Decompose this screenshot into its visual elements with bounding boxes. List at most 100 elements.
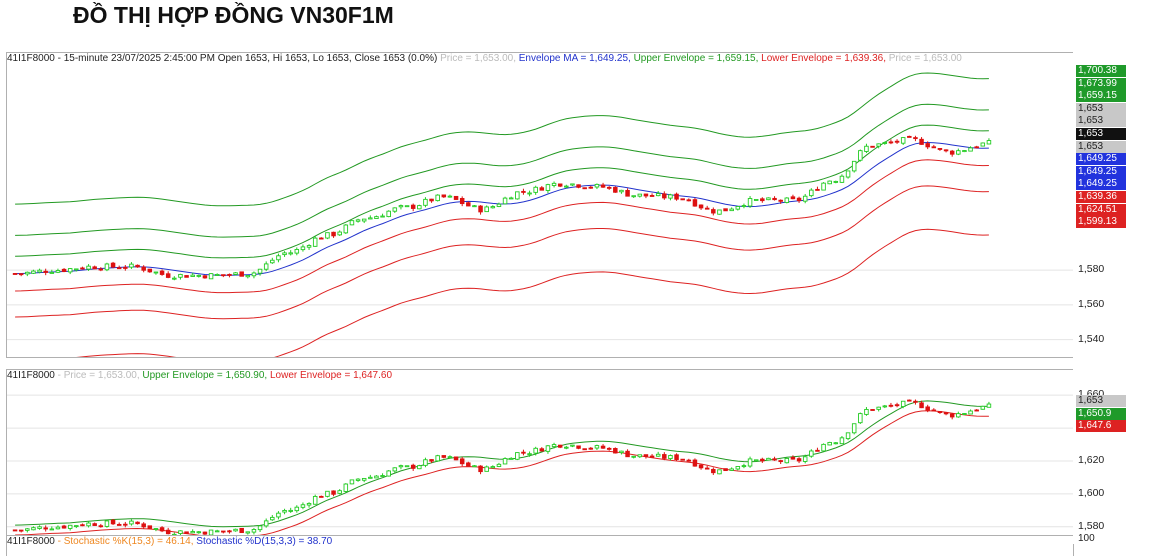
main-price-tag: 1,653 (1076, 140, 1126, 153)
second-candle-body (876, 406, 881, 410)
main-candle-body (931, 146, 937, 149)
main-candle-body (196, 274, 202, 277)
second-candle-body (827, 441, 832, 446)
main-price-tag: 1,649.25 (1076, 178, 1126, 191)
main-candle-body (533, 186, 538, 193)
main-candle-body (374, 216, 379, 219)
second-candle-body (778, 460, 783, 463)
main-candle-body (466, 202, 471, 207)
main-candle-body (662, 193, 667, 199)
second-candle-body (576, 445, 581, 449)
main-candle-body (858, 150, 863, 161)
second-candle-body (986, 403, 992, 408)
second-candle-body (86, 522, 91, 527)
second-candle-body (208, 529, 214, 535)
main-price-label: Price = 1,653.00, (440, 53, 516, 64)
main-candle-body (508, 197, 514, 200)
main-candle-body (735, 206, 741, 210)
second-candle-body (680, 458, 685, 461)
second-candle-body (227, 530, 232, 533)
second-candle-body (55, 526, 61, 530)
main-candle-body (698, 204, 704, 209)
second-chart-panel[interactable]: 41I1F8000 - Price = 1,653.00, Upper Enve… (6, 369, 1074, 536)
second-candle-body (570, 444, 575, 447)
second-candle-body (943, 412, 949, 415)
second-candle-body (178, 530, 183, 534)
main-candle-body (184, 275, 189, 278)
second-candle-body (974, 409, 979, 412)
main-info: - 15-minute 23/07/2025 2:45:00 PM Open 1… (54, 53, 441, 64)
second-candle-body (153, 528, 159, 530)
main-candle-body (772, 197, 777, 201)
second-candle-body (435, 455, 440, 462)
second-candle-body (466, 462, 471, 467)
main-price-tag: 1,653 (1076, 115, 1126, 128)
second-candle-body (429, 459, 434, 462)
second-candle-body (821, 443, 826, 452)
second-candle-body (374, 475, 379, 479)
main-candle-body (576, 184, 581, 188)
stochastic-panel[interactable]: 41I1F8000 - Stochastic %K(15,3) = 46.14,… (6, 535, 1074, 556)
second-symbol: 41I1F8000 (7, 370, 55, 381)
second-candle-body (937, 411, 943, 413)
main-candle-body (815, 188, 820, 191)
second-candle-body (533, 447, 538, 454)
main-price-tag: 1,700.38 (1076, 65, 1126, 77)
main-envelope-line (15, 72, 989, 207)
main-price-tag: 1,659.15 (1076, 90, 1126, 103)
stochastic-header: 41I1F8000 - Stochastic %K(15,3) = 46.14,… (7, 536, 332, 547)
second-scale-tick: 1,600 (1078, 486, 1105, 499)
main-candle-body (827, 180, 832, 185)
main-price-tag: 1,653 (1076, 102, 1126, 115)
main-candle-body (417, 205, 422, 210)
second-candle-body (802, 456, 808, 462)
main-candle-body (147, 268, 153, 273)
main-envelope-line (15, 185, 989, 320)
second-candle-body (392, 467, 398, 472)
second-candle-body (490, 466, 496, 469)
main-candle-body (312, 237, 318, 247)
main-candle-body (741, 205, 747, 207)
second-candle-body (815, 449, 820, 452)
main-candle-body (12, 273, 18, 275)
second-candle-body (619, 450, 624, 454)
second-candle-body (692, 459, 698, 467)
second-candle-body (459, 458, 465, 465)
second-price-scale: 1,5801,6001,6201,6401,6601,6531,650.91,6… (1073, 369, 1167, 535)
main-candle-body (833, 180, 839, 183)
second-envelope-line (15, 400, 989, 528)
main-candle-body (392, 207, 398, 212)
main-candle-body (882, 142, 888, 144)
second-scale-tick: 1,580 (1078, 519, 1105, 532)
main-candle-body (870, 145, 875, 148)
main-candle-body (907, 135, 912, 138)
main-candle-body (190, 274, 195, 277)
main-chart-plot: Jul 15Jul 16Jul 17Jul 18Jul 21Jul 22Jul … (7, 72, 1073, 357)
main-candle-body (790, 196, 796, 200)
second-candle-body (202, 531, 208, 535)
second-candle-body (729, 468, 734, 471)
second-candle-body (25, 528, 30, 531)
main-candle-body (655, 193, 661, 197)
stoch-k-label: - Stochastic %K(15,3) = 46.14, (54, 536, 194, 547)
second-candle-body (282, 509, 287, 513)
main-candle-body (257, 268, 263, 274)
main-candle-body (643, 193, 649, 197)
main-candle-body (839, 175, 845, 183)
main-candle-body (343, 224, 349, 234)
second-candle-body (962, 413, 967, 415)
main-candle-body (551, 182, 557, 186)
second-candle-body (214, 530, 220, 533)
main-candle-body (986, 140, 992, 145)
second-candle-body (263, 520, 269, 527)
main-price-tag: 1,649.25 (1076, 153, 1126, 166)
main-chart-panel[interactable]: 41I1F8000 - 15-minute 23/07/2025 2:45:00… (6, 52, 1074, 358)
main-candle-body (141, 266, 146, 271)
main-candle-body (778, 199, 783, 202)
second-candle-body (398, 465, 404, 468)
second-candle-body (37, 526, 42, 529)
second-candle-body (711, 468, 716, 474)
second-candle-body (472, 465, 477, 468)
second-candle-body (496, 463, 502, 467)
main-candle-body (564, 185, 569, 188)
